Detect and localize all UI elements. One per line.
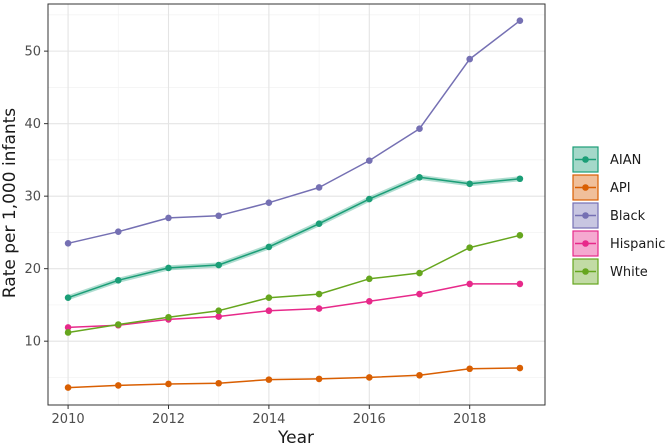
data-point bbox=[466, 280, 473, 288]
data-point bbox=[416, 371, 423, 379]
data-point bbox=[516, 175, 524, 183]
data-point bbox=[215, 261, 222, 269]
data-point bbox=[215, 307, 222, 315]
data-point bbox=[466, 55, 473, 63]
plot-panel bbox=[47, 3, 546, 406]
data-point bbox=[114, 228, 122, 235]
data-point bbox=[265, 199, 273, 206]
data-point bbox=[416, 269, 423, 277]
data-point bbox=[265, 243, 273, 251]
series-line bbox=[68, 367, 520, 389]
x-tick-label: 2014 bbox=[252, 412, 285, 427]
data-point bbox=[64, 329, 72, 336]
data-point bbox=[466, 244, 473, 251]
data-point bbox=[315, 305, 323, 312]
data-point bbox=[516, 364, 524, 372]
legend-item: Black bbox=[572, 202, 646, 229]
data-point bbox=[466, 365, 473, 373]
data-point bbox=[315, 220, 323, 228]
axis-ticks: 2010 2012 2014 2016 2018 10 20 30 40 50 bbox=[24, 45, 486, 427]
data-point bbox=[165, 214, 172, 222]
data-point bbox=[114, 321, 122, 328]
series-aian bbox=[64, 174, 524, 301]
series-white bbox=[64, 232, 524, 336]
data-point bbox=[165, 380, 172, 388]
series-line bbox=[67, 20, 521, 245]
data-point bbox=[365, 275, 373, 283]
panel-background bbox=[48, 4, 545, 405]
x-tick-label: 2016 bbox=[353, 412, 386, 427]
data-point bbox=[516, 17, 524, 24]
data-point bbox=[265, 294, 273, 301]
series-line bbox=[67, 176, 520, 299]
x-tick-label: 2012 bbox=[152, 412, 185, 427]
legend-label: White bbox=[610, 265, 648, 280]
series-line bbox=[68, 283, 520, 329]
panel-border bbox=[47, 3, 546, 406]
series-api bbox=[64, 364, 524, 391]
legend-item: API bbox=[572, 174, 631, 201]
legend-item: AIAN bbox=[572, 146, 641, 173]
legend-label: Black bbox=[610, 209, 646, 224]
series-black bbox=[64, 17, 524, 247]
data-point bbox=[215, 379, 222, 387]
data-point bbox=[64, 324, 72, 331]
data-point bbox=[315, 290, 323, 298]
legend-key-point bbox=[582, 212, 589, 219]
y-tick-label: 10 bbox=[24, 335, 41, 350]
legend-label: API bbox=[610, 181, 631, 196]
data-point bbox=[416, 125, 423, 133]
data-point bbox=[416, 290, 423, 298]
legend-key-point bbox=[582, 184, 589, 191]
legend-key-point bbox=[582, 240, 589, 247]
data-point bbox=[114, 382, 122, 389]
data-point bbox=[365, 374, 373, 381]
y-axis-title: Rate per 1,000 infants bbox=[0, 108, 20, 298]
data-point bbox=[466, 180, 473, 188]
data-point bbox=[165, 264, 172, 272]
data-point bbox=[265, 376, 273, 383]
data-point bbox=[416, 174, 423, 181]
x-tick-label: 2010 bbox=[52, 412, 85, 427]
legend-label: Hispanic bbox=[610, 237, 665, 252]
data-point bbox=[516, 280, 524, 288]
data-point bbox=[64, 384, 72, 391]
data-point bbox=[165, 313, 172, 321]
data-point bbox=[365, 195, 373, 203]
data-point bbox=[315, 375, 323, 383]
y-tick-label: 40 bbox=[24, 117, 41, 132]
data-point bbox=[215, 212, 222, 220]
x-tick-label: 2018 bbox=[453, 412, 486, 427]
legend-key-point bbox=[582, 156, 589, 163]
data-point bbox=[114, 276, 122, 284]
series-line bbox=[67, 234, 521, 334]
y-tick-label: 50 bbox=[24, 45, 41, 60]
data-point bbox=[365, 157, 373, 164]
y-tick-label: 20 bbox=[24, 262, 41, 277]
data-point bbox=[265, 307, 273, 315]
data-point bbox=[516, 232, 524, 239]
data-point bbox=[365, 298, 373, 305]
data-point bbox=[64, 239, 72, 247]
y-tick-label: 30 bbox=[24, 190, 41, 205]
legend-item: Hispanic bbox=[572, 230, 665, 257]
legend-label: AIAN bbox=[610, 153, 641, 168]
data-point bbox=[64, 294, 72, 301]
x-axis-title: Year bbox=[277, 428, 314, 445]
legend-key-point bbox=[582, 268, 589, 275]
legend: AIAN API Black Hispanic White bbox=[572, 146, 665, 285]
data-point bbox=[215, 313, 222, 320]
data-point bbox=[315, 184, 323, 191]
legend-item: White bbox=[572, 258, 648, 285]
